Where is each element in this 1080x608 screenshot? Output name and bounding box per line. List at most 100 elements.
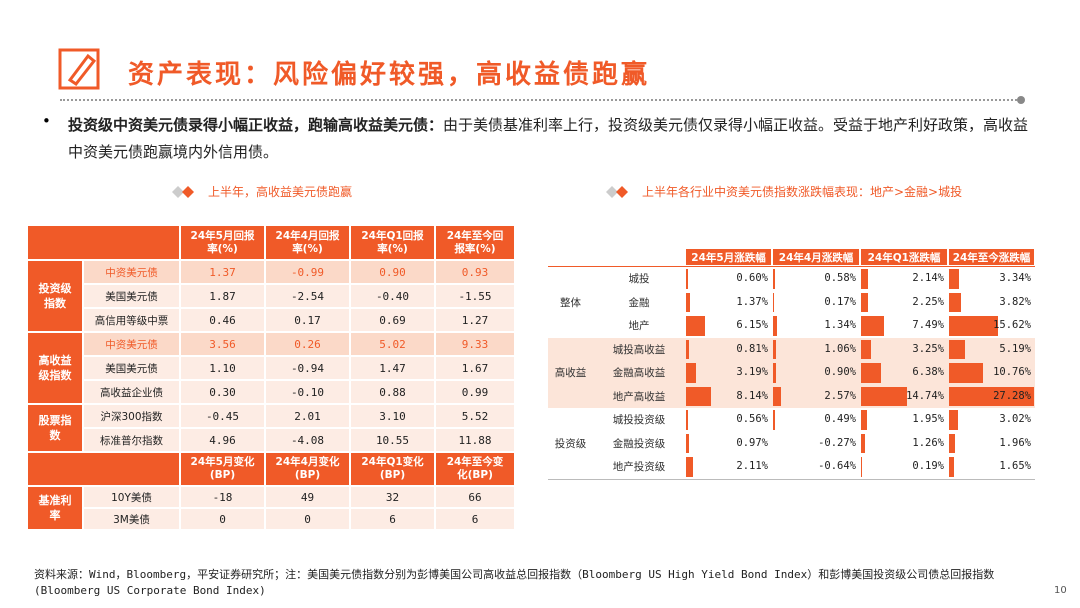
value-label: 2.57% [824,389,856,402]
bullet: • [42,112,51,130]
column-header: 24年Q1涨跌幅 [860,248,948,266]
column-header: 24年Q1变化(BP) [350,452,435,486]
column-header: 24年4月涨跌幅 [772,248,860,266]
cell: 3.56 [180,332,265,356]
bar [861,269,868,289]
divider [60,99,1020,101]
value-label: 3.34% [999,272,1031,284]
row-label: 金融高收益 [612,367,666,380]
group-label: 基准利率 [27,486,83,530]
value-label: 0.60% [736,272,768,284]
bar [949,316,998,336]
column-header: 24年5月变化(BP) [180,452,265,486]
cell: 0.30 [180,380,265,404]
value-label: 7.49% [912,319,944,331]
bar [861,386,907,406]
cell: -18 [180,486,265,508]
value-label: 27.28% [993,389,1031,402]
cell: 0.88 [350,380,435,404]
row-label: 10Y美债 [83,486,180,508]
group-label: 股票指数 [27,404,83,452]
value-label: 0.49% [824,413,856,425]
cell: 0.26 [265,332,350,356]
header-line [548,266,1035,267]
bar [686,457,693,477]
cell: 4.96 [180,428,265,452]
cell: 1.67 [435,356,515,380]
column-header: 24年至今涨跌幅 [948,248,1035,266]
bar [773,339,777,359]
bar [861,292,868,312]
value-label: 0.81% [736,342,768,355]
row-label: 城投 [628,273,650,286]
cell: 0.17 [265,308,350,332]
cell: -0.40 [350,284,435,308]
group-label: 高收益级指数 [27,332,83,404]
cell: 3.10 [350,404,435,428]
bar [949,269,960,289]
row-label: 沪深300指数 [83,404,180,428]
value-label: 0.58% [824,272,856,284]
cell: -0.94 [265,356,350,380]
right-title: 上半年各行业中资美元债指数涨跌幅表现：地产>金融>城投 [642,185,963,199]
cell: 66 [435,486,515,508]
cell: 0.69 [350,308,435,332]
bar [949,433,956,453]
value-label: 2.14% [912,272,944,284]
value-label: 0.90% [824,366,856,378]
bar [861,410,868,430]
bar [949,292,961,312]
value-label: 1.37% [736,295,768,308]
row-label: 金融投资级 [612,437,666,450]
bar [773,269,775,289]
cell: 5.52 [435,404,515,428]
bar [773,386,781,406]
value-label: 1.34% [824,319,856,331]
column-header: 24年Q1回报率(%) [350,225,435,260]
column-header: 24年至今变化(BP) [435,452,515,486]
value-label: -0.64% [818,460,856,472]
cell: 6 [350,508,435,530]
bar [686,363,696,383]
left-title: 上半年，高收益美元债跑赢 [208,185,353,199]
bar [686,410,688,430]
bullet-bold: 投资级中资美元债录得小幅正收益，跑输高收益美元债： [68,116,444,134]
row-label: 高收益企业债 [83,380,180,404]
bar [861,316,885,336]
cell: 6 [435,508,515,530]
cell: 5.02 [350,332,435,356]
row-label: 美国美元债 [83,356,180,380]
value-label: 8.14% [736,389,768,402]
row-label: 地产 [628,320,650,333]
cell: 0.46 [180,308,265,332]
value-label: 0.17% [824,295,856,308]
cell: 0.93 [435,260,515,284]
column-header: 24年4月变化(BP) [265,452,350,486]
value-label: 5.19% [999,342,1031,355]
cell: 1.10 [180,356,265,380]
cell: 10.55 [350,428,435,452]
cell: -2.54 [265,284,350,308]
cell: 1.87 [180,284,265,308]
column-header: 24年至今回报率(%) [435,225,515,260]
bar [949,410,959,430]
column-header: 24年5月回报率(%) [180,225,265,260]
cell: 49 [265,486,350,508]
footer-source: 资料来源：Wind，Bloomberg，平安证券研究所；注：美国美元债指数分别为… [34,568,995,597]
bar [949,363,983,383]
bottom-line [548,478,1035,480]
row-label: 城投投资级 [612,414,666,427]
column-header: 24年4月回报率(%) [265,225,350,260]
title: 资产表现：风险偏好较强，高收益债跑赢 [128,60,651,90]
bar [949,339,966,359]
bar [686,339,689,359]
bar [686,269,688,289]
cell: 0.99 [435,380,515,404]
row-label: 城投高收益 [612,343,666,356]
header-cell [27,225,180,260]
bar [686,292,691,312]
title-icon [58,48,100,90]
value-label: 3.19% [736,366,768,378]
row-label: 中资美元债 [83,332,180,356]
bar [861,433,865,453]
